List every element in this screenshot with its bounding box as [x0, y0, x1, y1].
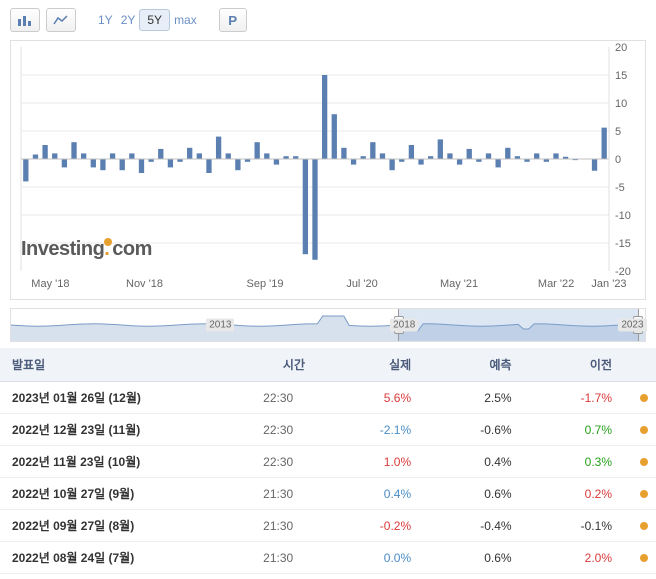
table-row[interactable]: 2022년 08월 24일 (7월)21:300.0%0.6%2.0%	[0, 542, 656, 574]
cell-date: 2022년 12월 23일 (11월)	[0, 414, 257, 446]
cell-forecast: 0.6%	[431, 542, 531, 574]
cell-time: 22:30	[257, 446, 331, 478]
table-header: 예측	[431, 348, 531, 382]
svg-text:0: 0	[615, 154, 621, 166]
cell-prev: -0.1%	[532, 510, 632, 542]
range-2Y[interactable]: 2Y	[117, 11, 140, 29]
cell-forecast: -0.4%	[431, 510, 531, 542]
cell-prev: 2.0%	[532, 542, 632, 574]
svg-text:-5: -5	[615, 182, 625, 194]
table-header: 이전	[532, 348, 632, 382]
indicator-dot-icon	[640, 394, 648, 402]
svg-text:Jul '20: Jul '20	[346, 278, 377, 290]
svg-text:Sep '19: Sep '19	[247, 278, 284, 290]
cell-indicator	[632, 478, 656, 510]
cell-time: 22:30	[257, 414, 331, 446]
cell-time: 21:30	[257, 542, 331, 574]
cell-prev: -1.7%	[532, 382, 632, 414]
table-row[interactable]: 2022년 11월 23일 (10월)22:301.0%0.4%0.3%	[0, 446, 656, 478]
svg-text:20: 20	[615, 42, 627, 54]
indicator-dot-icon	[640, 490, 648, 498]
cell-indicator	[632, 542, 656, 574]
indicator-dot-icon	[640, 554, 648, 562]
table-header: 시간	[257, 348, 331, 382]
nav-year-label: 2013	[206, 319, 234, 332]
svg-text:May '21: May '21	[440, 278, 478, 290]
line-chart-icon[interactable]	[46, 8, 76, 32]
nav-year-label: 2023	[618, 319, 646, 332]
indicator-dot-icon	[640, 426, 648, 434]
svg-text:5: 5	[615, 126, 621, 138]
cell-prev: 0.2%	[532, 478, 632, 510]
table-row[interactable]: 2022년 09월 27일 (8월)21:30-0.2%-0.4%-0.1%	[0, 510, 656, 542]
table-row[interactable]: 2022년 12월 23일 (11월)22:30-2.1%-0.6%0.7%	[0, 414, 656, 446]
cell-prev: 0.7%	[532, 414, 632, 446]
cell-actual: -2.1%	[331, 414, 431, 446]
svg-text:15: 15	[615, 70, 627, 82]
cell-prev: 0.3%	[532, 446, 632, 478]
svg-text:Nov '18: Nov '18	[126, 278, 163, 290]
cell-actual: 5.6%	[331, 382, 431, 414]
range-max[interactable]: max	[170, 11, 201, 29]
chart-toolbar: 1Y2Y5Ymax P	[0, 0, 656, 40]
cell-indicator	[632, 510, 656, 542]
main-chart[interactable]: -15 -10 -5 0 5 10 15 20 -20 May '18 Nov '18 Sep '19…	[10, 40, 646, 300]
cell-date: 2023년 01월 26일 (12월)	[0, 382, 257, 414]
svg-text:May '18: May '18	[31, 278, 69, 290]
cell-forecast: 0.6%	[431, 478, 531, 510]
table-header: 실제	[331, 348, 431, 382]
svg-text:Jan '23: Jan '23	[591, 278, 626, 290]
range-1Y[interactable]: 1Y	[94, 11, 117, 29]
cell-actual: 1.0%	[331, 446, 431, 478]
cell-actual: 0.4%	[331, 478, 431, 510]
data-table: 발표일시간실제예측이전 2023년 01월 26일 (12월)22:305.6%…	[0, 348, 656, 574]
bar-chart-icon[interactable]	[10, 8, 40, 32]
cell-indicator	[632, 446, 656, 478]
range-buttons: 1Y2Y5Ymax	[94, 9, 201, 31]
cell-forecast: -0.6%	[431, 414, 531, 446]
cell-time: 22:30	[257, 382, 331, 414]
cell-date: 2022년 09월 27일 (8월)	[0, 510, 257, 542]
cell-date: 2022년 08월 24일 (7월)	[0, 542, 257, 574]
navigator[interactable]: 2013 2018 2023	[10, 308, 646, 342]
p-button[interactable]: P	[219, 8, 247, 32]
svg-text:-20: -20	[615, 266, 631, 278]
table-row[interactable]: 2022년 10월 27일 (9월)21:300.4%0.6%0.2%	[0, 478, 656, 510]
cell-actual: -0.2%	[331, 510, 431, 542]
indicator-dot-icon	[640, 458, 648, 466]
cell-forecast: 2.5%	[431, 382, 531, 414]
svg-text:10: 10	[615, 98, 627, 110]
nav-year-label: 2018	[390, 319, 418, 332]
cell-indicator	[632, 414, 656, 446]
cell-time: 21:30	[257, 478, 331, 510]
navigator-selection[interactable]	[398, 309, 639, 341]
svg-text:Mar '22: Mar '22	[538, 278, 574, 290]
cell-forecast: 0.4%	[431, 446, 531, 478]
indicator-dot-icon	[640, 522, 648, 530]
svg-text:-15: -15	[615, 238, 631, 250]
cell-date: 2022년 11월 23일 (10월)	[0, 446, 257, 478]
table-header	[632, 348, 656, 382]
svg-text:-10: -10	[615, 210, 631, 222]
cell-actual: 0.0%	[331, 542, 431, 574]
cell-date: 2022년 10월 27일 (9월)	[0, 478, 257, 510]
table-row[interactable]: 2023년 01월 26일 (12월)22:305.6%2.5%-1.7%	[0, 382, 656, 414]
range-5Y[interactable]: 5Y	[139, 9, 170, 31]
cell-indicator	[632, 382, 656, 414]
table-header: 발표일	[0, 348, 257, 382]
cell-time: 21:30	[257, 510, 331, 542]
